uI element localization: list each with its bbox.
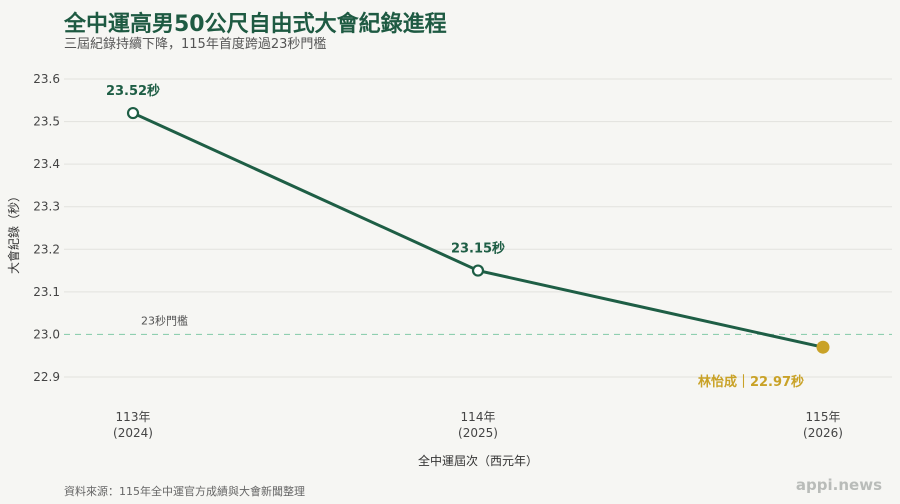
x-axis-label: 全中運屆次（西元年） <box>418 453 538 468</box>
source-note: 資料來源：115年全中運官方成績與大會新聞整理 <box>64 485 305 498</box>
data-point <box>471 264 485 277</box>
x-tick-sublabel: (2024) <box>113 426 153 440</box>
y-ticks: 22.9 23.0 23.1 23.2 23.3 23.4 23.5 23.6 <box>33 72 60 384</box>
y-axis-label: 大會紀錄（秒） <box>6 190 21 274</box>
data-label: 23.52秒 <box>106 83 160 99</box>
threshold-label: 23秒門檻 <box>141 313 188 327</box>
x-tick-label: 113年 <box>116 410 151 424</box>
y-tick-label: 23.0 <box>33 327 60 341</box>
chart-title: 全中運高男50公尺自由式大會紀錄進程 <box>64 12 447 37</box>
data-point-highlight <box>816 340 830 354</box>
x-tick-label: 114年 <box>461 410 496 424</box>
x-tick-label: 115年 <box>806 410 841 424</box>
y-tick-label: 23.6 <box>33 72 60 86</box>
y-tick-label: 23.3 <box>33 200 60 214</box>
y-tick-label: 23.1 <box>33 285 60 299</box>
y-tick-label: 23.4 <box>33 157 60 171</box>
brand-logo: appi.news <box>795 476 882 494</box>
threshold-group: 23秒門檻 <box>64 313 892 336</box>
x-ticks: 113年 (2024) 114年 (2025) 115年 (2026) <box>113 410 843 440</box>
series-line <box>132 111 824 349</box>
data-label: 林怡成｜22.97秒 <box>698 374 804 390</box>
chart-subtitle: 三屆紀錄持續下降，115年首度跨過23秒門檻 <box>64 37 327 52</box>
x-tick-sublabel: (2026) <box>803 426 843 440</box>
y-tick-label: 23.2 <box>33 242 60 256</box>
data-point <box>126 106 140 120</box>
y-tick-label: 23.5 <box>33 115 60 129</box>
gridlines <box>64 78 892 378</box>
data-label: 23.15秒 <box>451 241 505 257</box>
y-tick-label: 22.9 <box>33 370 60 384</box>
x-tick-sublabel: (2025) <box>458 426 498 440</box>
